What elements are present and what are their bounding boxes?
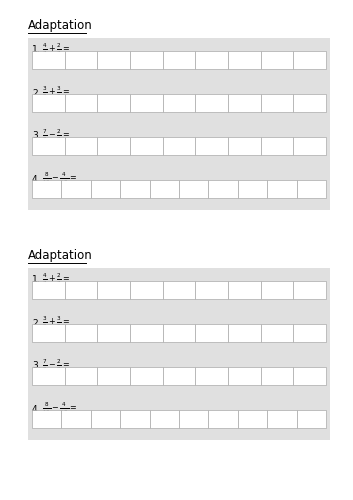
Bar — [238, 410, 267, 428]
Bar — [228, 281, 261, 299]
Bar — [91, 180, 120, 198]
Bar — [163, 281, 195, 299]
Bar — [150, 180, 179, 198]
Bar — [130, 51, 163, 69]
Bar — [293, 367, 326, 385]
Bar — [261, 137, 293, 155]
Text: 4.: 4. — [32, 174, 41, 184]
Text: 3.: 3. — [32, 132, 41, 140]
Bar — [195, 367, 228, 385]
Bar — [28, 38, 330, 210]
Bar — [261, 324, 293, 342]
Bar — [32, 410, 61, 428]
Bar — [97, 94, 130, 112]
Bar — [65, 51, 97, 69]
Bar — [228, 367, 261, 385]
Bar — [293, 94, 326, 112]
Bar — [130, 367, 163, 385]
Bar — [32, 324, 65, 342]
Bar — [163, 324, 195, 342]
Bar — [267, 410, 297, 428]
Bar — [195, 51, 228, 69]
Bar — [163, 51, 195, 69]
Bar — [261, 367, 293, 385]
Text: $\frac{7}{8}-\frac{2}{8}=$: $\frac{7}{8}-\frac{2}{8}=$ — [42, 128, 70, 144]
Text: $\frac{8}{10}-\frac{4}{10}=$: $\frac{8}{10}-\frac{4}{10}=$ — [42, 401, 78, 417]
Bar — [97, 137, 130, 155]
Text: 2.: 2. — [32, 318, 41, 328]
Bar — [293, 324, 326, 342]
Text: Adaptation: Adaptation — [28, 249, 93, 262]
Bar — [261, 281, 293, 299]
Bar — [267, 180, 297, 198]
Bar — [130, 94, 163, 112]
Text: 2.: 2. — [32, 88, 41, 98]
Bar — [97, 281, 130, 299]
Bar — [179, 180, 208, 198]
Bar — [228, 324, 261, 342]
Text: 4.: 4. — [32, 404, 41, 413]
Bar — [130, 324, 163, 342]
Bar — [32, 94, 65, 112]
Bar — [130, 281, 163, 299]
Text: Adaptation: Adaptation — [28, 19, 93, 32]
Bar — [195, 94, 228, 112]
Bar — [208, 410, 238, 428]
Bar — [163, 94, 195, 112]
Bar — [261, 51, 293, 69]
Bar — [65, 324, 97, 342]
Text: $\frac{8}{10}-\frac{4}{10}=$: $\frac{8}{10}-\frac{4}{10}=$ — [42, 171, 78, 187]
Text: $\frac{4}{7}+\frac{2}{7}=$: $\frac{4}{7}+\frac{2}{7}=$ — [42, 42, 70, 58]
Bar — [293, 281, 326, 299]
Bar — [195, 137, 228, 155]
Bar — [163, 367, 195, 385]
Text: $\frac{4}{7}+\frac{2}{7}=$: $\frac{4}{7}+\frac{2}{7}=$ — [42, 272, 70, 288]
Bar — [297, 410, 326, 428]
Bar — [297, 180, 326, 198]
Bar — [28, 268, 330, 440]
Bar — [32, 180, 61, 198]
Bar — [32, 137, 65, 155]
Text: $\frac{3}{9}+\frac{3}{9}=$: $\frac{3}{9}+\frac{3}{9}=$ — [42, 85, 70, 101]
Bar — [208, 180, 238, 198]
Bar — [238, 180, 267, 198]
Bar — [97, 51, 130, 69]
Bar — [65, 94, 97, 112]
Text: 1.: 1. — [32, 276, 41, 284]
Bar — [195, 281, 228, 299]
Bar — [120, 410, 150, 428]
Bar — [120, 180, 150, 198]
Bar — [261, 94, 293, 112]
Text: 1.: 1. — [32, 46, 41, 54]
Bar — [179, 410, 208, 428]
Bar — [163, 137, 195, 155]
Bar — [228, 51, 261, 69]
Text: 3.: 3. — [32, 362, 41, 370]
Bar — [61, 410, 91, 428]
Text: $\frac{3}{9}+\frac{3}{9}=$: $\frac{3}{9}+\frac{3}{9}=$ — [42, 315, 70, 331]
Bar — [65, 281, 97, 299]
Bar — [195, 324, 228, 342]
Bar — [293, 51, 326, 69]
Bar — [150, 410, 179, 428]
Bar — [32, 367, 65, 385]
Bar — [228, 137, 261, 155]
Bar — [65, 367, 97, 385]
Bar — [228, 94, 261, 112]
Bar — [32, 51, 65, 69]
Bar — [65, 137, 97, 155]
Text: $\frac{7}{8}-\frac{2}{8}=$: $\frac{7}{8}-\frac{2}{8}=$ — [42, 358, 70, 374]
Bar — [97, 367, 130, 385]
Bar — [61, 180, 91, 198]
Bar — [32, 281, 65, 299]
Bar — [130, 137, 163, 155]
Bar — [91, 410, 120, 428]
Bar — [293, 137, 326, 155]
Bar — [97, 324, 130, 342]
